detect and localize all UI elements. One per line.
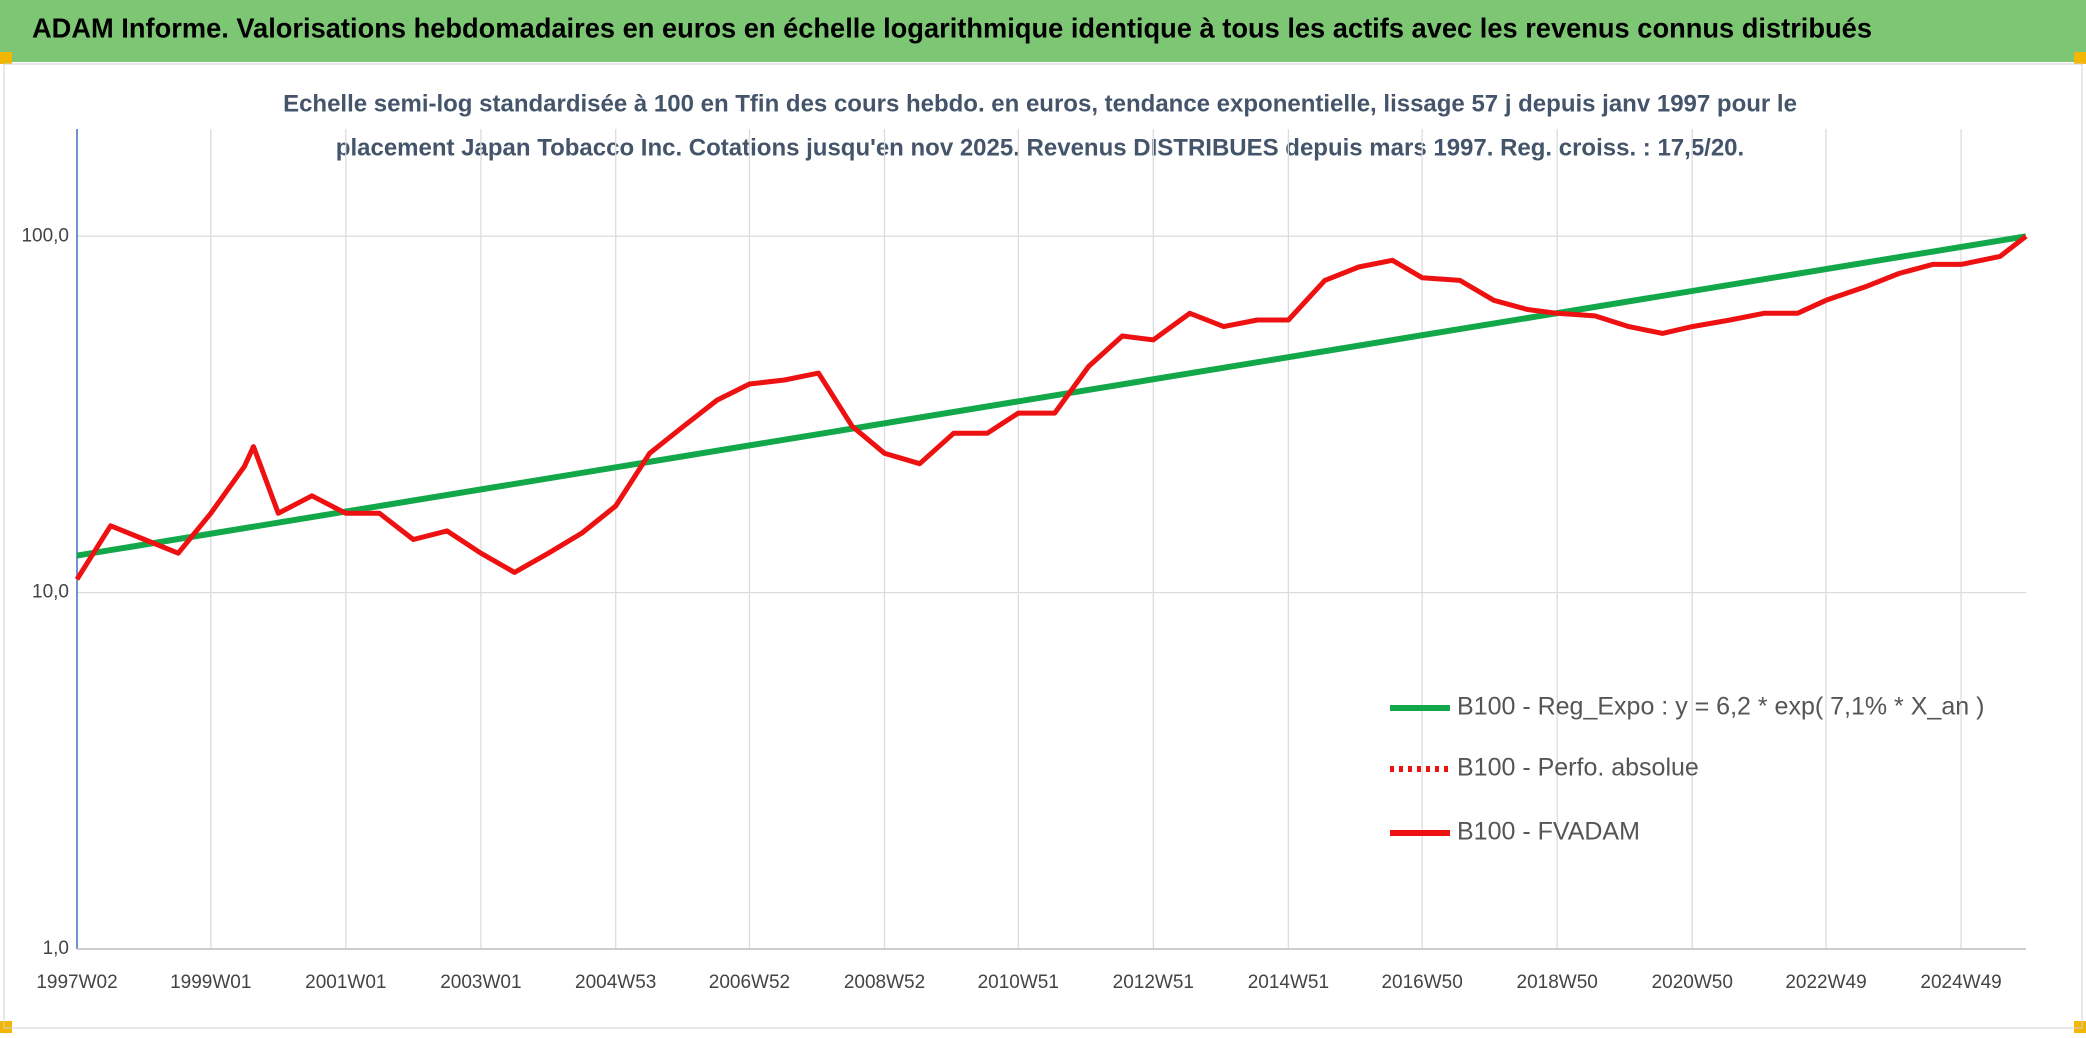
corner [2074, 1021, 2086, 1033]
x-tick-label: 1999W01 [170, 972, 251, 993]
x-tick-label: 2016W50 [1381, 972, 1462, 993]
legend-label: B100 - Reg_Expo : y = 6,2 * exp( 7,1% * … [1457, 693, 1984, 721]
series-line [74, 234, 2028, 581]
subtitle: placement Japan Tobacco Inc. Cotations j… [336, 134, 1744, 161]
legend-label: B100 - Perfo. absolue [1457, 754, 1699, 782]
x-tick-label: 2010W51 [978, 972, 1059, 993]
corner [0, 52, 12, 64]
x-tick-label: 2024W49 [1920, 972, 2001, 993]
x-tick-label: 2012W51 [1113, 972, 1194, 993]
header-bar [0, 0, 2086, 62]
x-tick-label: 1997W02 [36, 972, 117, 993]
x-tick-label: 2001W01 [305, 972, 386, 993]
legend-label: B100 - FVADAM [1457, 818, 1640, 846]
y-tick-label: 10,0 [32, 582, 69, 603]
x-tick-label: 2004W53 [575, 972, 656, 993]
x-tick-label: 2014W51 [1248, 972, 1329, 993]
x-tick-label: 2003W01 [440, 972, 521, 993]
y-tick-label: 100,0 [21, 225, 69, 246]
y-tick-label: 1,0 [43, 938, 69, 959]
corner [2074, 52, 2086, 64]
subtitle: Echelle semi-log standardisée à 100 en T… [283, 90, 1797, 117]
x-tick-label: 2022W49 [1785, 972, 1866, 993]
frame [3, 63, 2083, 1029]
series-line [76, 233, 2027, 559]
corner [0, 1021, 12, 1033]
x-tick-label: 2020W50 [1652, 972, 1733, 993]
x-tick-label: 2008W52 [844, 972, 925, 993]
x-tick-label: 2018W50 [1517, 972, 1598, 993]
header-title: ADAM Informe. Valorisations hebdomadaire… [32, 12, 1872, 43]
x-tick-label: 2006W52 [709, 972, 790, 993]
